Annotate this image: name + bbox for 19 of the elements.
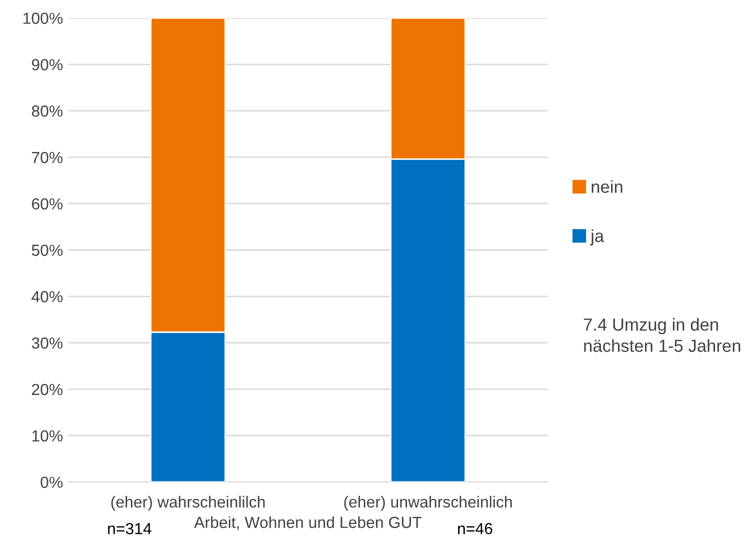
legend-label: nein (592, 180, 622, 193)
x-tick-label: (eher) wahrscheinlilch (111, 496, 265, 511)
y-tick-label: 50% (32, 244, 63, 256)
y-tick-label: 40% (32, 291, 63, 302)
y-tick-label: 70% (32, 152, 63, 164)
text: n=46 (458, 522, 492, 534)
y-tick-label: 90% (32, 59, 63, 70)
y-tick-label: 100% (24, 12, 63, 24)
x-axis-title: Arbeit, Wohnen und Leben GUT (194, 516, 422, 530)
legend-label: ja (590, 229, 604, 246)
y-tick-label: 80% (32, 105, 63, 117)
text: 7.4 Umzug in den nächsten 1-5 Jahren (584, 318, 740, 352)
y-tick-label: 30% (32, 337, 63, 349)
x-tick-label: (eher) unwahrscheinlich (344, 496, 512, 511)
y-tick-label: 20% (32, 384, 63, 396)
y-tick-label: 0% (40, 476, 63, 488)
y-tick-label: 60% (32, 198, 63, 210)
y-tick-label: 10% (32, 430, 63, 442)
text: n=314 (108, 522, 152, 534)
